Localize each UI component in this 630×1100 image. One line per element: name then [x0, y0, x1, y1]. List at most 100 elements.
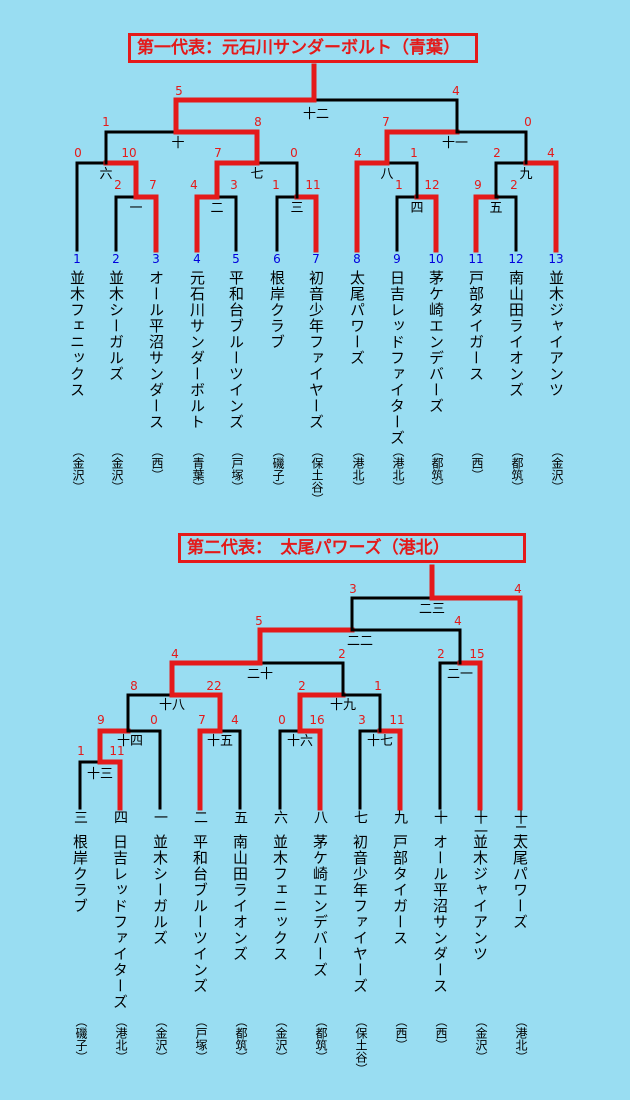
team-name: 日吉レッドファイターズ	[388, 270, 406, 446]
seed-number: 6	[273, 252, 281, 266]
score-label: 11	[109, 744, 124, 758]
seed-number: 13	[548, 252, 563, 266]
game-number: 一	[129, 201, 142, 216]
game-number: 二十	[247, 667, 273, 682]
team-name: 戸部タイガース	[391, 834, 409, 946]
seed-number: 9	[393, 252, 401, 266]
score-label: 4	[190, 178, 198, 192]
team-game-number: 一	[152, 810, 168, 824]
score-label: 7	[149, 178, 157, 192]
team-name: 並木シーガルズ	[107, 270, 125, 382]
team-name: 平和台ブルーツインズ	[191, 834, 209, 994]
score-label: 2	[338, 647, 346, 661]
team-region: （金沢）	[110, 445, 124, 493]
game-number: 二	[210, 201, 223, 216]
game-number: 四	[410, 201, 423, 216]
team-game-number: 七	[352, 810, 368, 824]
team-region: （西）	[470, 445, 484, 481]
team-name: 茅ケ崎エンデバーズ	[427, 270, 445, 414]
game-number: 五	[489, 201, 502, 216]
team-region: （港北）	[514, 1015, 528, 1063]
seed-number: 7	[312, 252, 320, 266]
team-game-number: 十	[432, 810, 448, 824]
score-label: 1	[102, 115, 110, 129]
team-name: 戸部タイガース	[467, 270, 485, 382]
team-region: （西）	[150, 445, 164, 481]
team-name: 初音少年ファイヤーズ	[307, 270, 325, 430]
team-game-number: 三	[72, 810, 88, 824]
score-label: 4	[231, 713, 239, 727]
team-game-number: 十一	[472, 810, 488, 838]
seed-number: 2	[112, 252, 120, 266]
score-label: 1	[77, 744, 85, 758]
game-number: 三	[290, 201, 303, 216]
score-label: 8	[254, 115, 262, 129]
game-number: 二一	[447, 667, 473, 682]
game-number: 九	[519, 167, 532, 182]
score-label: 4	[171, 647, 179, 661]
score-label: 5	[255, 614, 263, 628]
score-label: 7	[214, 146, 222, 160]
team-name: 並木シーガルズ	[151, 834, 169, 946]
team-region: （保土谷）	[310, 445, 324, 505]
score-label: 4	[547, 146, 555, 160]
team-game-number: 五	[232, 810, 248, 824]
score-label: 8	[130, 679, 138, 693]
team-region: （都筑）	[314, 1015, 328, 1063]
team-region: （港北）	[114, 1015, 128, 1063]
team-region: （都筑）	[234, 1015, 248, 1063]
team-name: 並木ジャイアンツ	[547, 270, 565, 398]
team-game-number: 六	[272, 810, 288, 824]
score-label: 5	[175, 84, 183, 98]
score-label: 0	[74, 146, 82, 160]
score-label: 4	[452, 84, 460, 98]
team-name: 並木ジャイアンツ	[471, 834, 489, 962]
game-number: 八	[380, 167, 393, 182]
team-region: （西）	[394, 1015, 408, 1051]
team-game-number: 九	[392, 810, 408, 824]
score-label: 15	[469, 647, 484, 661]
team-name: 平和台ブルーツインズ	[227, 270, 245, 430]
game-number: 十二	[303, 107, 329, 122]
bracket1-title: 第一代表：元石川サンダーボルト（青葉）	[128, 33, 478, 63]
team-region: （金沢）	[474, 1015, 488, 1063]
team-game-number: 十二	[512, 810, 528, 838]
game-number: 十四	[117, 734, 143, 749]
team-region: （都筑）	[430, 445, 444, 493]
team-region: （港北）	[391, 445, 405, 493]
score-label: 1	[374, 679, 382, 693]
score-label: 0	[524, 115, 532, 129]
score-label: 12	[424, 178, 439, 192]
team-name: 並木フェニックス	[68, 270, 86, 398]
team-name: 根岸クラブ	[71, 834, 89, 914]
seed-number: 8	[353, 252, 361, 266]
score-label: 9	[97, 713, 105, 727]
game-number: 十	[171, 136, 184, 151]
game-number: 十八	[159, 698, 185, 713]
team-region: （金沢）	[71, 445, 85, 493]
team-region: （金沢）	[550, 445, 564, 493]
game-number: 十一	[442, 136, 468, 151]
team-region: （港北）	[351, 445, 365, 493]
seed-number: 10	[428, 252, 443, 266]
seed-number: 1	[73, 252, 81, 266]
score-label: 1	[410, 146, 418, 160]
team-name: 茅ケ崎エンデバーズ	[311, 834, 329, 978]
score-label: 2	[493, 146, 501, 160]
score-label: 2	[437, 647, 445, 661]
score-label: 9	[474, 178, 482, 192]
team-region: （戸塚）	[230, 445, 244, 493]
seed-number: 5	[232, 252, 240, 266]
score-label: 0	[290, 146, 298, 160]
team-game-number: 二	[192, 810, 208, 824]
team-region: （金沢）	[154, 1015, 168, 1063]
team-name: 太尾パワーズ	[348, 270, 366, 366]
seed-number: 3	[152, 252, 160, 266]
team-region: （磯子）	[271, 445, 285, 493]
score-label: 7	[198, 713, 206, 727]
score-label: 16	[309, 713, 324, 727]
score-label: 3	[358, 713, 366, 727]
score-label: 2	[114, 178, 122, 192]
